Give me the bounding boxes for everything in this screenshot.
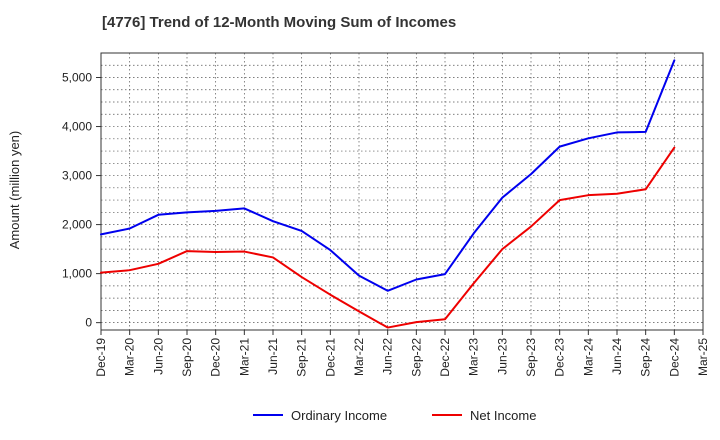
x-tick-label: Sep-23 <box>524 338 538 377</box>
grid-lines <box>100 52 704 330</box>
plot-border <box>100 52 704 331</box>
x-tick-label: Sep-22 <box>409 338 423 377</box>
y-axis-label: Amount (million yen) <box>7 131 22 250</box>
x-tick-label: Jun-24 <box>610 338 624 375</box>
series-lines <box>100 59 676 329</box>
plot-frame <box>100 52 704 331</box>
x-tick-label: Jun-22 <box>381 338 395 375</box>
x-tick-label: Dec-23 <box>553 338 567 377</box>
x-tick-label: Mar-24 <box>581 338 595 376</box>
x-tick-label: Sep-24 <box>639 338 653 377</box>
x-tick-label: Dec-19 <box>94 338 108 377</box>
y-axis-ticks: 0 1,000 2,000 3,000 4,000 5,000 <box>62 71 101 330</box>
x-tick-label: Mar-21 <box>237 338 251 376</box>
x-tick-label: Dec-20 <box>209 338 223 377</box>
y-tick-label: 2,000 <box>62 218 92 232</box>
series-line <box>100 59 676 292</box>
x-tick-label: Sep-21 <box>295 338 309 377</box>
x-tick-label: Jun-23 <box>495 338 509 375</box>
x-tick-label: Dec-21 <box>323 338 337 377</box>
x-tick-label: Dec-24 <box>667 338 681 377</box>
x-tick-label: Mar-23 <box>467 338 481 376</box>
x-tick-label: Sep-20 <box>180 338 194 377</box>
y-tick-label: 1,000 <box>62 267 92 281</box>
x-tick-label: Jun-20 <box>151 338 165 375</box>
legend: Ordinary Income Net Income <box>253 408 536 423</box>
legend-label: Ordinary Income <box>291 408 387 423</box>
x-tick-label: Jun-21 <box>266 338 280 375</box>
x-axis-ticks: Dec-19 Mar-20 Jun-20 Sep-20 Dec-20 Mar-21 Jun-… <box>94 330 710 377</box>
y-tick-label: 0 <box>85 316 92 330</box>
chart-title: [4776] Trend of 12-Month Moving Sum of I… <box>102 14 457 31</box>
x-tick-label: Dec-22 <box>438 338 452 377</box>
legend-label: Net Income <box>470 408 536 423</box>
y-tick-label: 3,000 <box>62 169 92 183</box>
series-line <box>100 146 676 329</box>
y-tick-label: 4,000 <box>62 120 92 134</box>
x-tick-label: Mar-20 <box>123 338 137 376</box>
y-tick-label: 5,000 <box>62 71 92 85</box>
x-tick-label: Mar-25 <box>696 338 710 376</box>
x-tick-label: Mar-22 <box>352 338 366 376</box>
